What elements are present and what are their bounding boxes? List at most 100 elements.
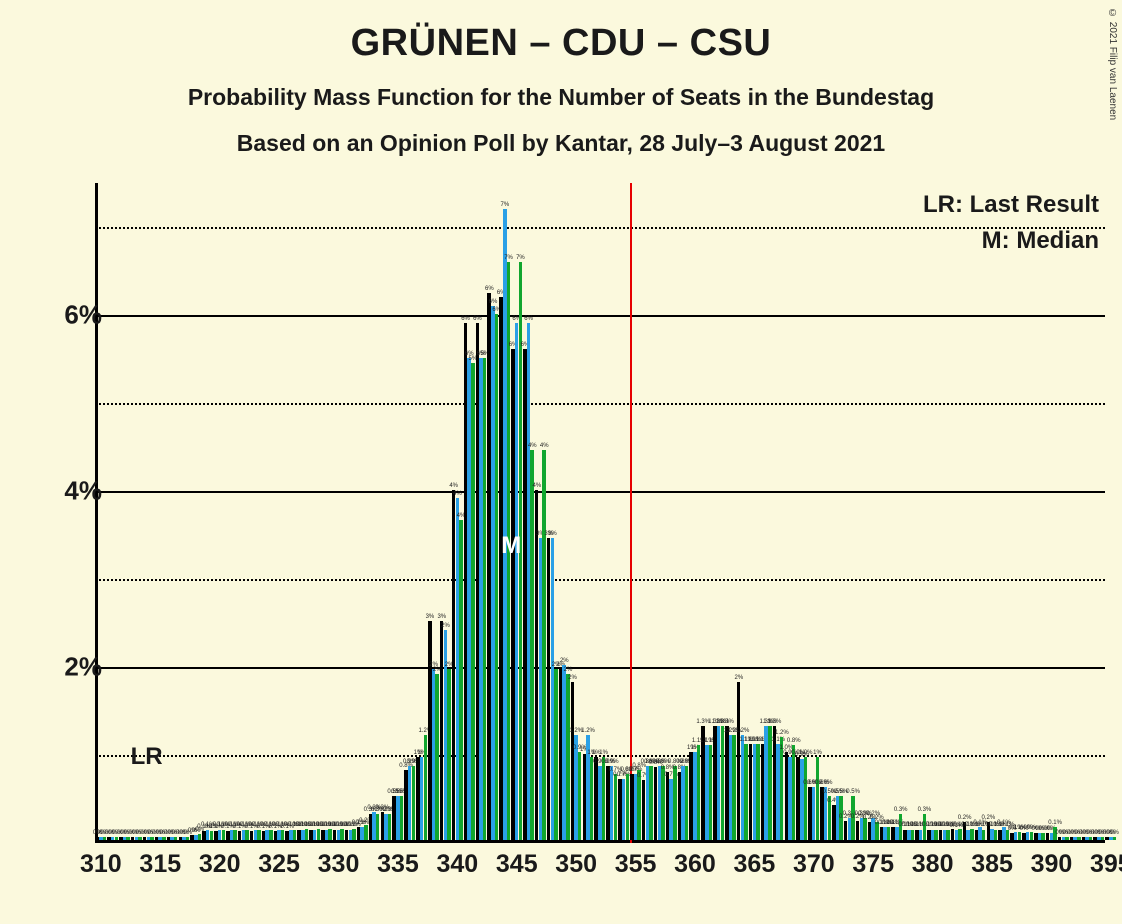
bar-green: [447, 669, 450, 840]
bar-green: [626, 774, 629, 840]
bar-green: [816, 757, 819, 840]
bar-green: [709, 745, 712, 840]
bar-green: [756, 744, 759, 840]
bar-green: [590, 757, 593, 840]
bar-value-label: 7%: [516, 255, 525, 261]
x-axis-label: 355: [615, 850, 657, 879]
bar-value-label: 0.3%: [894, 807, 908, 813]
bar-value-label: 3%: [437, 614, 446, 620]
bar-value-label: 6%: [461, 316, 470, 322]
y-axis-label: 6%: [64, 300, 102, 331]
bar-value-label: 4%: [453, 491, 462, 497]
bar-green: [281, 830, 284, 841]
bar-green: [174, 837, 177, 840]
annotation-median: M: [501, 532, 521, 560]
bar-value-label: 0.9%: [605, 759, 619, 765]
bar-green: [982, 830, 985, 841]
bar-green: [602, 757, 605, 840]
bar-green: [1030, 832, 1033, 840]
bar-green: [435, 674, 438, 840]
bar-green: [459, 520, 462, 840]
bar-green: [994, 830, 997, 841]
x-axis-label: 325: [258, 850, 300, 879]
bar-green: [673, 766, 676, 840]
bars-container: 0%0%0%0%0%0%0%0%0%0%0%0%0%0%0%0%0%0%0%0%…: [95, 183, 1105, 843]
bar-green: [210, 831, 213, 840]
bar-value-label: 1%: [813, 750, 822, 756]
bar-value-label: 2%: [564, 667, 573, 673]
bar-green: [305, 829, 308, 840]
bar-value-label: 4%: [540, 443, 549, 449]
bar-green: [186, 837, 189, 840]
bar-green: [1018, 832, 1021, 840]
bar-value-label: 1.2%: [736, 728, 750, 734]
bar-value-label: 4%: [449, 483, 458, 489]
x-axis-label: 335: [377, 850, 419, 879]
x-axis-label: 390: [1031, 850, 1073, 879]
bar-green: [424, 735, 427, 840]
bar-value-label: 2%: [568, 675, 577, 681]
bar-green: [614, 774, 617, 840]
y-axis-label: 4%: [64, 476, 102, 507]
bar-green: [495, 314, 498, 840]
bar-green: [804, 757, 807, 840]
bar-green: [768, 726, 771, 840]
bar-green: [269, 830, 272, 841]
bar-value-label: 4%: [528, 443, 537, 449]
bar-value-label: 1.2%: [775, 730, 789, 736]
bar-value-label: 3%: [548, 531, 557, 537]
x-axis-label: 395: [1090, 850, 1122, 879]
x-axis-label: 375: [852, 850, 894, 879]
bar-value-label: 2%: [735, 675, 744, 681]
bar-value-label: 2%: [441, 623, 450, 629]
x-axis-label: 350: [555, 850, 597, 879]
bar-green: [958, 829, 961, 840]
bar-value-label: 0.6%: [819, 780, 833, 786]
bar-value-label: 0%: [1110, 830, 1119, 836]
bar-value-label: 0.2%: [982, 815, 996, 821]
bar-green: [115, 837, 118, 840]
bar-value-label: 0.8%: [787, 738, 801, 744]
bar-green: [138, 837, 141, 840]
x-axis-label: 385: [971, 850, 1013, 879]
bar-green: [697, 745, 700, 840]
x-axis-label: 365: [734, 850, 776, 879]
bar-green: [934, 830, 937, 841]
bar-value-label: 1.2%: [581, 728, 595, 734]
bar-green: [792, 745, 795, 840]
bar-green: [388, 814, 391, 840]
x-axis-label: 370: [793, 850, 835, 879]
bar-green: [1041, 833, 1044, 840]
bar-value-label: 1%: [599, 750, 608, 756]
bar-green: [412, 766, 415, 840]
legend-last-result: LR: Last Result: [923, 191, 1099, 219]
bar-green: [542, 450, 545, 840]
bar-green: [970, 829, 973, 840]
bar-green: [162, 837, 165, 840]
chart-title: GRÜNEN – CDU – CSU: [0, 22, 1122, 65]
bar-value-label: 6%: [489, 299, 498, 305]
legend-median: M: Median: [982, 227, 1099, 255]
bar-green: [887, 827, 890, 840]
x-axis-label: 340: [436, 850, 478, 879]
bar-value-label: 4%: [533, 483, 542, 489]
x-axis-label: 320: [199, 850, 241, 879]
bar-green: [126, 837, 129, 840]
bar-green: [317, 829, 320, 840]
bar-green: [198, 834, 201, 840]
x-axis-ticks: 3103153203253303353403453503553603653703…: [95, 850, 1105, 890]
annotation-lr: LR: [131, 743, 163, 771]
bar-green: [483, 358, 486, 840]
bar-green: [685, 766, 688, 840]
bar-green: [732, 735, 735, 840]
bar-green: [376, 814, 379, 840]
bar-green: [364, 825, 367, 840]
bar-green: [293, 830, 296, 841]
bar-value-label: 6%: [524, 316, 533, 322]
bar-value-label: 1.0%: [799, 750, 813, 756]
chart-subtitle-1: Probability Mass Function for the Number…: [0, 84, 1122, 111]
x-axis-label: 360: [674, 850, 716, 879]
bar-green: [103, 837, 106, 840]
bar-green: [911, 830, 914, 841]
bar-value-label: 6%: [485, 286, 494, 292]
